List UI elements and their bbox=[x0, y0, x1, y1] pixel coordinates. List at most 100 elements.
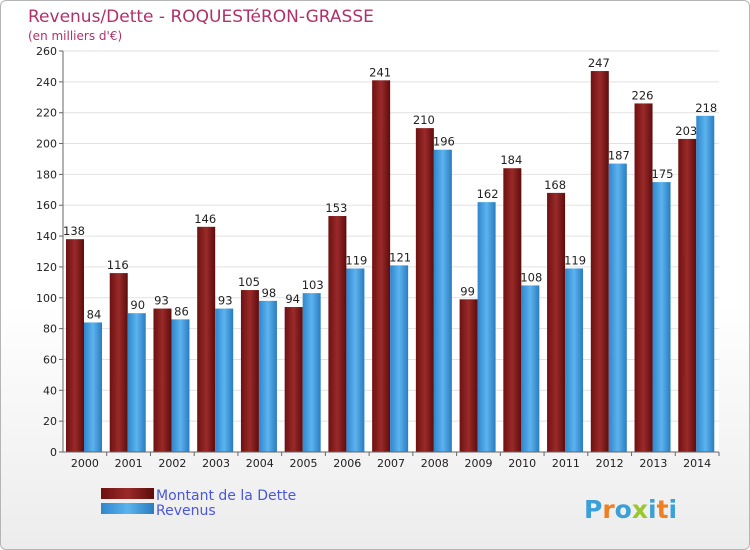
data-label: 196 bbox=[433, 135, 455, 149]
bar-dette-2011 bbox=[547, 192, 566, 452]
bar-dette-2012 bbox=[590, 71, 609, 453]
bar-revenus-2001 bbox=[127, 313, 146, 452]
chart-subtitle: (en milliers d'€) bbox=[28, 29, 122, 43]
y-tick-label: 40 bbox=[43, 384, 57, 397]
legend-swatch-revenus bbox=[101, 503, 154, 514]
data-label: 108 bbox=[520, 270, 542, 284]
bar-revenus-2002 bbox=[171, 319, 190, 452]
y-tick-label: 20 bbox=[43, 415, 57, 428]
bar-dette-2005 bbox=[284, 307, 303, 452]
bar-dette-2008 bbox=[415, 128, 434, 452]
data-label: 218 bbox=[695, 101, 717, 115]
bar-dette-2013 bbox=[634, 103, 653, 452]
x-tick-label: 2007 bbox=[377, 457, 405, 470]
bar-revenus-2012 bbox=[608, 163, 627, 453]
x-tick-label: 2012 bbox=[596, 457, 624, 470]
data-label: 184 bbox=[500, 153, 522, 167]
bar-dette-2004 bbox=[240, 290, 259, 452]
data-label: 187 bbox=[608, 149, 630, 163]
data-label: 203 bbox=[675, 124, 697, 138]
data-label: 98 bbox=[262, 286, 277, 300]
bar-dette-2014 bbox=[678, 138, 697, 452]
bar-revenus-2007 bbox=[390, 265, 409, 452]
data-label: 138 bbox=[63, 224, 85, 238]
bar-revenus-2003 bbox=[215, 308, 234, 452]
x-tick-label: 2002 bbox=[158, 457, 186, 470]
data-label: 210 bbox=[413, 113, 435, 127]
bar-revenus-2011 bbox=[565, 268, 584, 452]
data-label: 93 bbox=[154, 294, 169, 308]
data-label: 116 bbox=[107, 258, 129, 272]
legend-label-dette: Montant de la Dette bbox=[156, 488, 296, 504]
y-tick-label: 260 bbox=[36, 45, 57, 58]
data-label: 119 bbox=[345, 253, 367, 267]
data-label: 162 bbox=[477, 187, 499, 201]
x-tick-label: 2013 bbox=[639, 457, 667, 470]
bar-revenus-2013 bbox=[652, 182, 671, 452]
data-label: 84 bbox=[87, 307, 102, 321]
data-label: 93 bbox=[218, 294, 233, 308]
data-label: 86 bbox=[174, 304, 189, 318]
bar-dette-2003 bbox=[197, 226, 216, 452]
bar-revenus-2014 bbox=[696, 115, 715, 453]
x-tick-label: 2001 bbox=[115, 457, 143, 470]
legend-label-revenus: Revenus bbox=[156, 503, 216, 519]
data-label: 90 bbox=[130, 298, 145, 312]
bar-dette-2007 bbox=[372, 80, 391, 453]
bar-dette-2000 bbox=[66, 239, 84, 452]
y-tick-label: 160 bbox=[36, 199, 57, 212]
bar-revenus-2006 bbox=[346, 268, 365, 452]
bar-revenus-2008 bbox=[433, 149, 452, 452]
data-label: 121 bbox=[389, 250, 411, 264]
data-label: 168 bbox=[544, 178, 566, 192]
bar-revenus-2009 bbox=[477, 202, 496, 452]
x-tick-label: 2004 bbox=[246, 457, 274, 470]
data-label: 241 bbox=[369, 65, 391, 79]
data-label: 153 bbox=[325, 201, 347, 215]
y-tick-label: 120 bbox=[36, 261, 57, 274]
x-tick-label: 2014 bbox=[683, 457, 711, 470]
x-tick-label: 2003 bbox=[202, 457, 230, 470]
x-tick-label: 2008 bbox=[421, 457, 449, 470]
bar-revenus-2004 bbox=[258, 300, 277, 452]
bar-dette-2001 bbox=[109, 273, 128, 452]
y-tick-label: 140 bbox=[36, 230, 57, 243]
axes: 0 20 40 60 80 100 120 140 160 180 200 220 240 260 2000… bbox=[36, 45, 720, 470]
data-label: 247 bbox=[588, 56, 610, 70]
data-label: 105 bbox=[238, 275, 260, 289]
x-tick-label: 2005 bbox=[290, 457, 318, 470]
bar-dette-2002 bbox=[153, 308, 172, 452]
bar-dette-2006 bbox=[328, 216, 347, 452]
data-label: 99 bbox=[460, 284, 475, 298]
y-tick-label: 60 bbox=[43, 353, 57, 366]
y-tick-label: 200 bbox=[36, 138, 57, 151]
x-tick-label: 2006 bbox=[333, 457, 361, 470]
proxiti-logo: Proxiti bbox=[584, 495, 677, 524]
bar-dette-2009 bbox=[459, 299, 478, 452]
data-label: 103 bbox=[302, 278, 324, 292]
y-tick-label: 180 bbox=[36, 168, 57, 181]
data-label: 94 bbox=[285, 292, 300, 306]
x-tick-label: 2009 bbox=[464, 457, 492, 470]
data-label: 226 bbox=[632, 88, 654, 102]
data-label: 146 bbox=[194, 212, 216, 226]
data-label: 119 bbox=[564, 253, 586, 267]
x-tick-label: 2000 bbox=[71, 457, 99, 470]
chart-title: Revenus/Dette - ROQUESTéRON-GRASSE bbox=[28, 7, 374, 27]
y-tick-label: 240 bbox=[36, 76, 57, 89]
x-tick-label: 2011 bbox=[552, 457, 580, 470]
y-tick-label: 100 bbox=[36, 292, 57, 305]
y-tick-label: 220 bbox=[36, 107, 57, 120]
y-tick-label: 80 bbox=[43, 323, 57, 336]
bar-revenus-2005 bbox=[302, 293, 321, 452]
y-tick-label: 0 bbox=[50, 446, 57, 459]
legend-swatch-dette bbox=[101, 488, 154, 499]
logo-text: Proxiti bbox=[584, 495, 677, 524]
x-tick-label: 2010 bbox=[508, 457, 536, 470]
data-label: 175 bbox=[652, 167, 674, 181]
bar-revenus-2010 bbox=[521, 285, 540, 452]
